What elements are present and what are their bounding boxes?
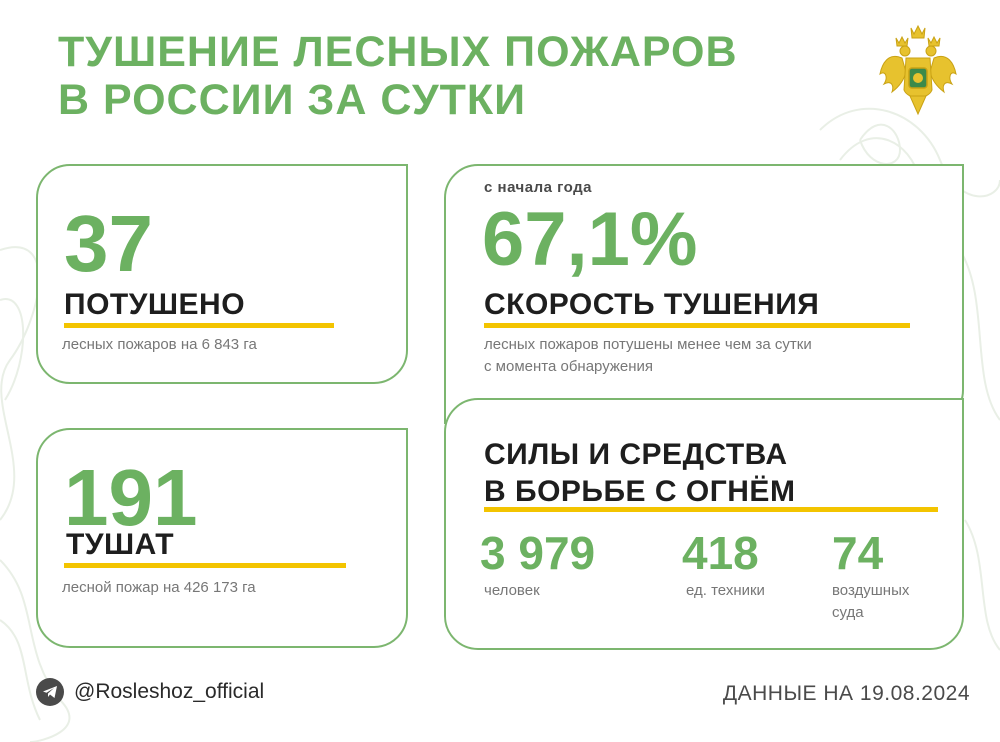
aircraft-unit-line-1: воздушных	[832, 582, 910, 599]
data-date: ДАННЫЕ НА 19.08.2024	[722, 682, 970, 705]
label-underline	[484, 323, 910, 328]
label-underline	[484, 507, 938, 512]
aircraft-count: 74	[832, 527, 884, 579]
speed-description: лесных пожаров потушены менее чем за сут…	[484, 334, 812, 378]
speed-description-line-1: лесных пожаров потушены менее чем за сут…	[484, 336, 812, 353]
aircraft-unit: воздушных суда	[832, 580, 909, 624]
forces-title-line-2: В БОРЬБЕ С ОГНЁМ	[484, 475, 796, 508]
speed-description-line-2: с момента обнаружения	[484, 358, 654, 375]
forces-title: СИЛЫ И СРЕДСТВА В БОРЬБЕ С ОГНЁМ	[484, 436, 795, 510]
aircraft-unit-line-2: суда	[832, 604, 864, 621]
personnel-unit: человек	[484, 582, 540, 599]
extinguished-description: лесных пожаров на 6 843 га	[62, 336, 257, 353]
speed-caption: с начала года	[484, 179, 593, 196]
extinguishing-card: 191 ТУШАТ лесной пожар на 426 173 га	[36, 428, 408, 648]
double-headed-eagle-emblem-icon	[879, 24, 957, 116]
equipment-count: 418	[682, 527, 759, 579]
extinguished-label: ПОТУШЕНО	[64, 288, 246, 321]
telegram-link[interactable]: @Rosleshoz_official	[36, 674, 264, 710]
title-line-2: В РОССИИ ЗА СУТКИ	[58, 76, 527, 124]
personnel-count: 3 979	[480, 527, 596, 579]
equipment-unit: ед. техники	[686, 582, 765, 599]
label-underline	[64, 563, 346, 568]
extinguishing-label: ТУШАТ	[66, 528, 175, 561]
label-underline	[64, 323, 334, 328]
speed-value: 67,1%	[482, 197, 698, 282]
telegram-icon	[36, 678, 64, 706]
extinguishing-description: лесной пожар на 426 173 га	[62, 579, 256, 596]
forces-title-line-1: СИЛЫ И СРЕДСТВА	[484, 438, 788, 471]
extinguishing-count: 191	[64, 453, 198, 542]
page-title: ТУШЕНИЕ ЛЕСНЫХ ПОЖАРОВ В РОССИИ ЗА СУТКИ	[58, 28, 738, 124]
forces-card: СИЛЫ И СРЕДСТВА В БОРЬБЕ С ОГНЁМ 3 979 ч…	[444, 398, 964, 650]
extinguished-count: 37	[64, 199, 153, 288]
title-line-1: ТУШЕНИЕ ЛЕСНЫХ ПОЖАРОВ	[58, 28, 738, 76]
speed-card: с начала года 67,1% СКОРОСТЬ ТУШЕНИЯ лес…	[444, 164, 964, 424]
telegram-handle: @Rosleshoz_official	[74, 680, 265, 703]
extinguished-card: 37 ПОТУШЕНО лесных пожаров на 6 843 га	[36, 164, 408, 384]
speed-label: СКОРОСТЬ ТУШЕНИЯ	[484, 288, 820, 321]
